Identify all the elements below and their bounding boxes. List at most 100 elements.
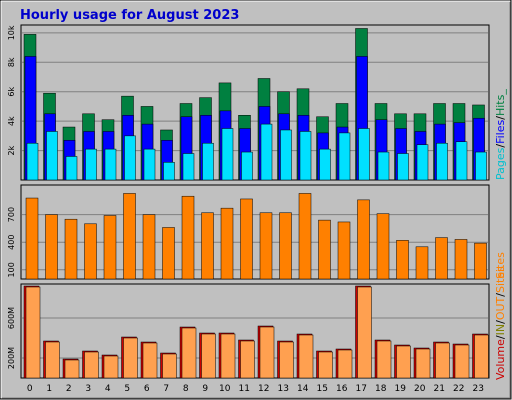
legend-volume-label: Volume: [494, 339, 507, 380]
bar-volume-out: [259, 326, 275, 379]
bar-sites: [240, 198, 253, 280]
bar-volume-out: [415, 348, 431, 379]
panel-usage: 2k 4k 6k 8k 10k: [7, 24, 490, 181]
y-tick-label: 10k: [7, 25, 16, 40]
bar-sites: [474, 242, 487, 280]
bar-volume-out: [376, 340, 392, 379]
panel-sites: 100 400 700: [7, 184, 490, 280]
x-tick-label: 16: [336, 384, 348, 394]
x-tick-label: 4: [105, 384, 111, 394]
bar-pages: [319, 148, 331, 181]
bar-sites: [123, 193, 136, 280]
x-tick-label: 11: [239, 384, 250, 394]
x-tick-label: 21: [434, 384, 445, 394]
bar-sites: [220, 207, 234, 280]
x-tick-label: 7: [163, 384, 169, 394]
bar-volume-out: [25, 286, 41, 379]
bar-pages: [46, 131, 58, 181]
x-tick-label: 6: [144, 384, 150, 394]
bar-volume-out: [220, 333, 236, 379]
bar-sites: [45, 214, 58, 280]
bar-pages: [221, 128, 234, 181]
bar-volume-out: [279, 341, 294, 379]
x-tick-label: 13: [278, 384, 289, 394]
bar-volume-out: [318, 351, 333, 379]
bar-volume-out: [123, 337, 138, 379]
x-tick-label: 0: [27, 384, 33, 394]
bar-pages: [65, 156, 78, 181]
legend-sites: Sites: [494, 266, 507, 293]
bar-volume-out: [435, 342, 450, 379]
bar-pages: [358, 128, 370, 181]
x-tick-label: 12: [258, 384, 269, 394]
bar-volume-out: [84, 351, 99, 379]
bar-sites: [84, 223, 97, 280]
bar-volume-out: [162, 353, 177, 379]
x-tick-label: 1: [46, 384, 52, 394]
bar-sites: [259, 212, 273, 280]
legend-usage: Pages/Files/Hits_: [494, 89, 507, 180]
bar-volume-out: [181, 327, 197, 379]
panel-frame-volume: [20, 283, 490, 379]
bar-volume-out: [142, 342, 158, 379]
x-tick-label: 19: [395, 384, 407, 394]
legend-hits: Hits_: [494, 89, 507, 116]
bar-volume-out: [298, 334, 314, 379]
y-tick-label: 700: [7, 207, 16, 222]
bar-volume-out: [45, 341, 60, 379]
panel-frame-sites: [20, 184, 490, 280]
bar-pages: [280, 129, 292, 181]
legend-volume: Volume/IN/OUT/Sites: [494, 266, 507, 380]
bar-pages: [260, 123, 273, 181]
legend-sep-1: /: [494, 144, 507, 148]
bar-pages: [338, 132, 351, 181]
x-tick-label: 15: [317, 384, 328, 394]
bar-sites: [181, 195, 195, 280]
bar-sites: [318, 219, 331, 280]
x-tick-label: 9: [202, 384, 208, 394]
bar-pages: [202, 142, 214, 181]
bar-volume-out: [337, 349, 353, 379]
bar-pages: [455, 141, 468, 181]
bar-sites: [64, 218, 78, 280]
bar-pages: [299, 131, 312, 181]
bar-pages: [26, 142, 39, 181]
bar-volume-out: [64, 359, 80, 379]
bar-volume-out: [454, 344, 470, 379]
x-tick-label: 22: [453, 384, 464, 394]
y-tick-label: 200M: [7, 347, 16, 369]
y-tick-label: 4k: [7, 116, 16, 126]
bar-volume-out: [103, 355, 119, 379]
bar-volume-out: [240, 340, 255, 379]
x-tick-label: 20: [414, 384, 426, 394]
bar-pages: [85, 148, 97, 181]
legend-files: Files: [494, 119, 507, 143]
y-tick-label: 2k: [7, 145, 16, 155]
x-axis-hours: 0 1 2 3 4 5 6 7 8 9 10 11 12 13 14 15 16 17 18 19 20 21 22 23: [27, 384, 484, 394]
panel-volume: 200M 600M: [7, 283, 490, 379]
bar-volume-out: [201, 333, 216, 379]
legend-sep-3: /: [494, 335, 507, 339]
x-tick-label: 2: [66, 384, 72, 394]
bar-pages: [436, 142, 448, 181]
bar-volume-out: [396, 345, 411, 379]
bar-pages: [182, 153, 195, 181]
bar-pages: [143, 148, 156, 181]
bar-sites: [337, 221, 351, 280]
bar-pages: [241, 151, 253, 181]
legend-sep-2: /: [494, 116, 507, 120]
x-tick-label: 8: [183, 384, 189, 394]
legend-sep-4: /: [494, 320, 507, 324]
bar-pages: [397, 153, 409, 181]
legend-sites-panel: Sites: [494, 252, 507, 279]
y-tick-label: 400: [7, 235, 16, 250]
y-tick-label: 600M: [7, 307, 16, 329]
x-tick-label: 3: [85, 384, 91, 394]
x-tick-label: 10: [219, 384, 231, 394]
bar-sites: [279, 212, 292, 280]
bar-pages: [416, 144, 429, 181]
legend-pages: Pages: [494, 147, 507, 180]
bar-sites: [162, 227, 175, 280]
